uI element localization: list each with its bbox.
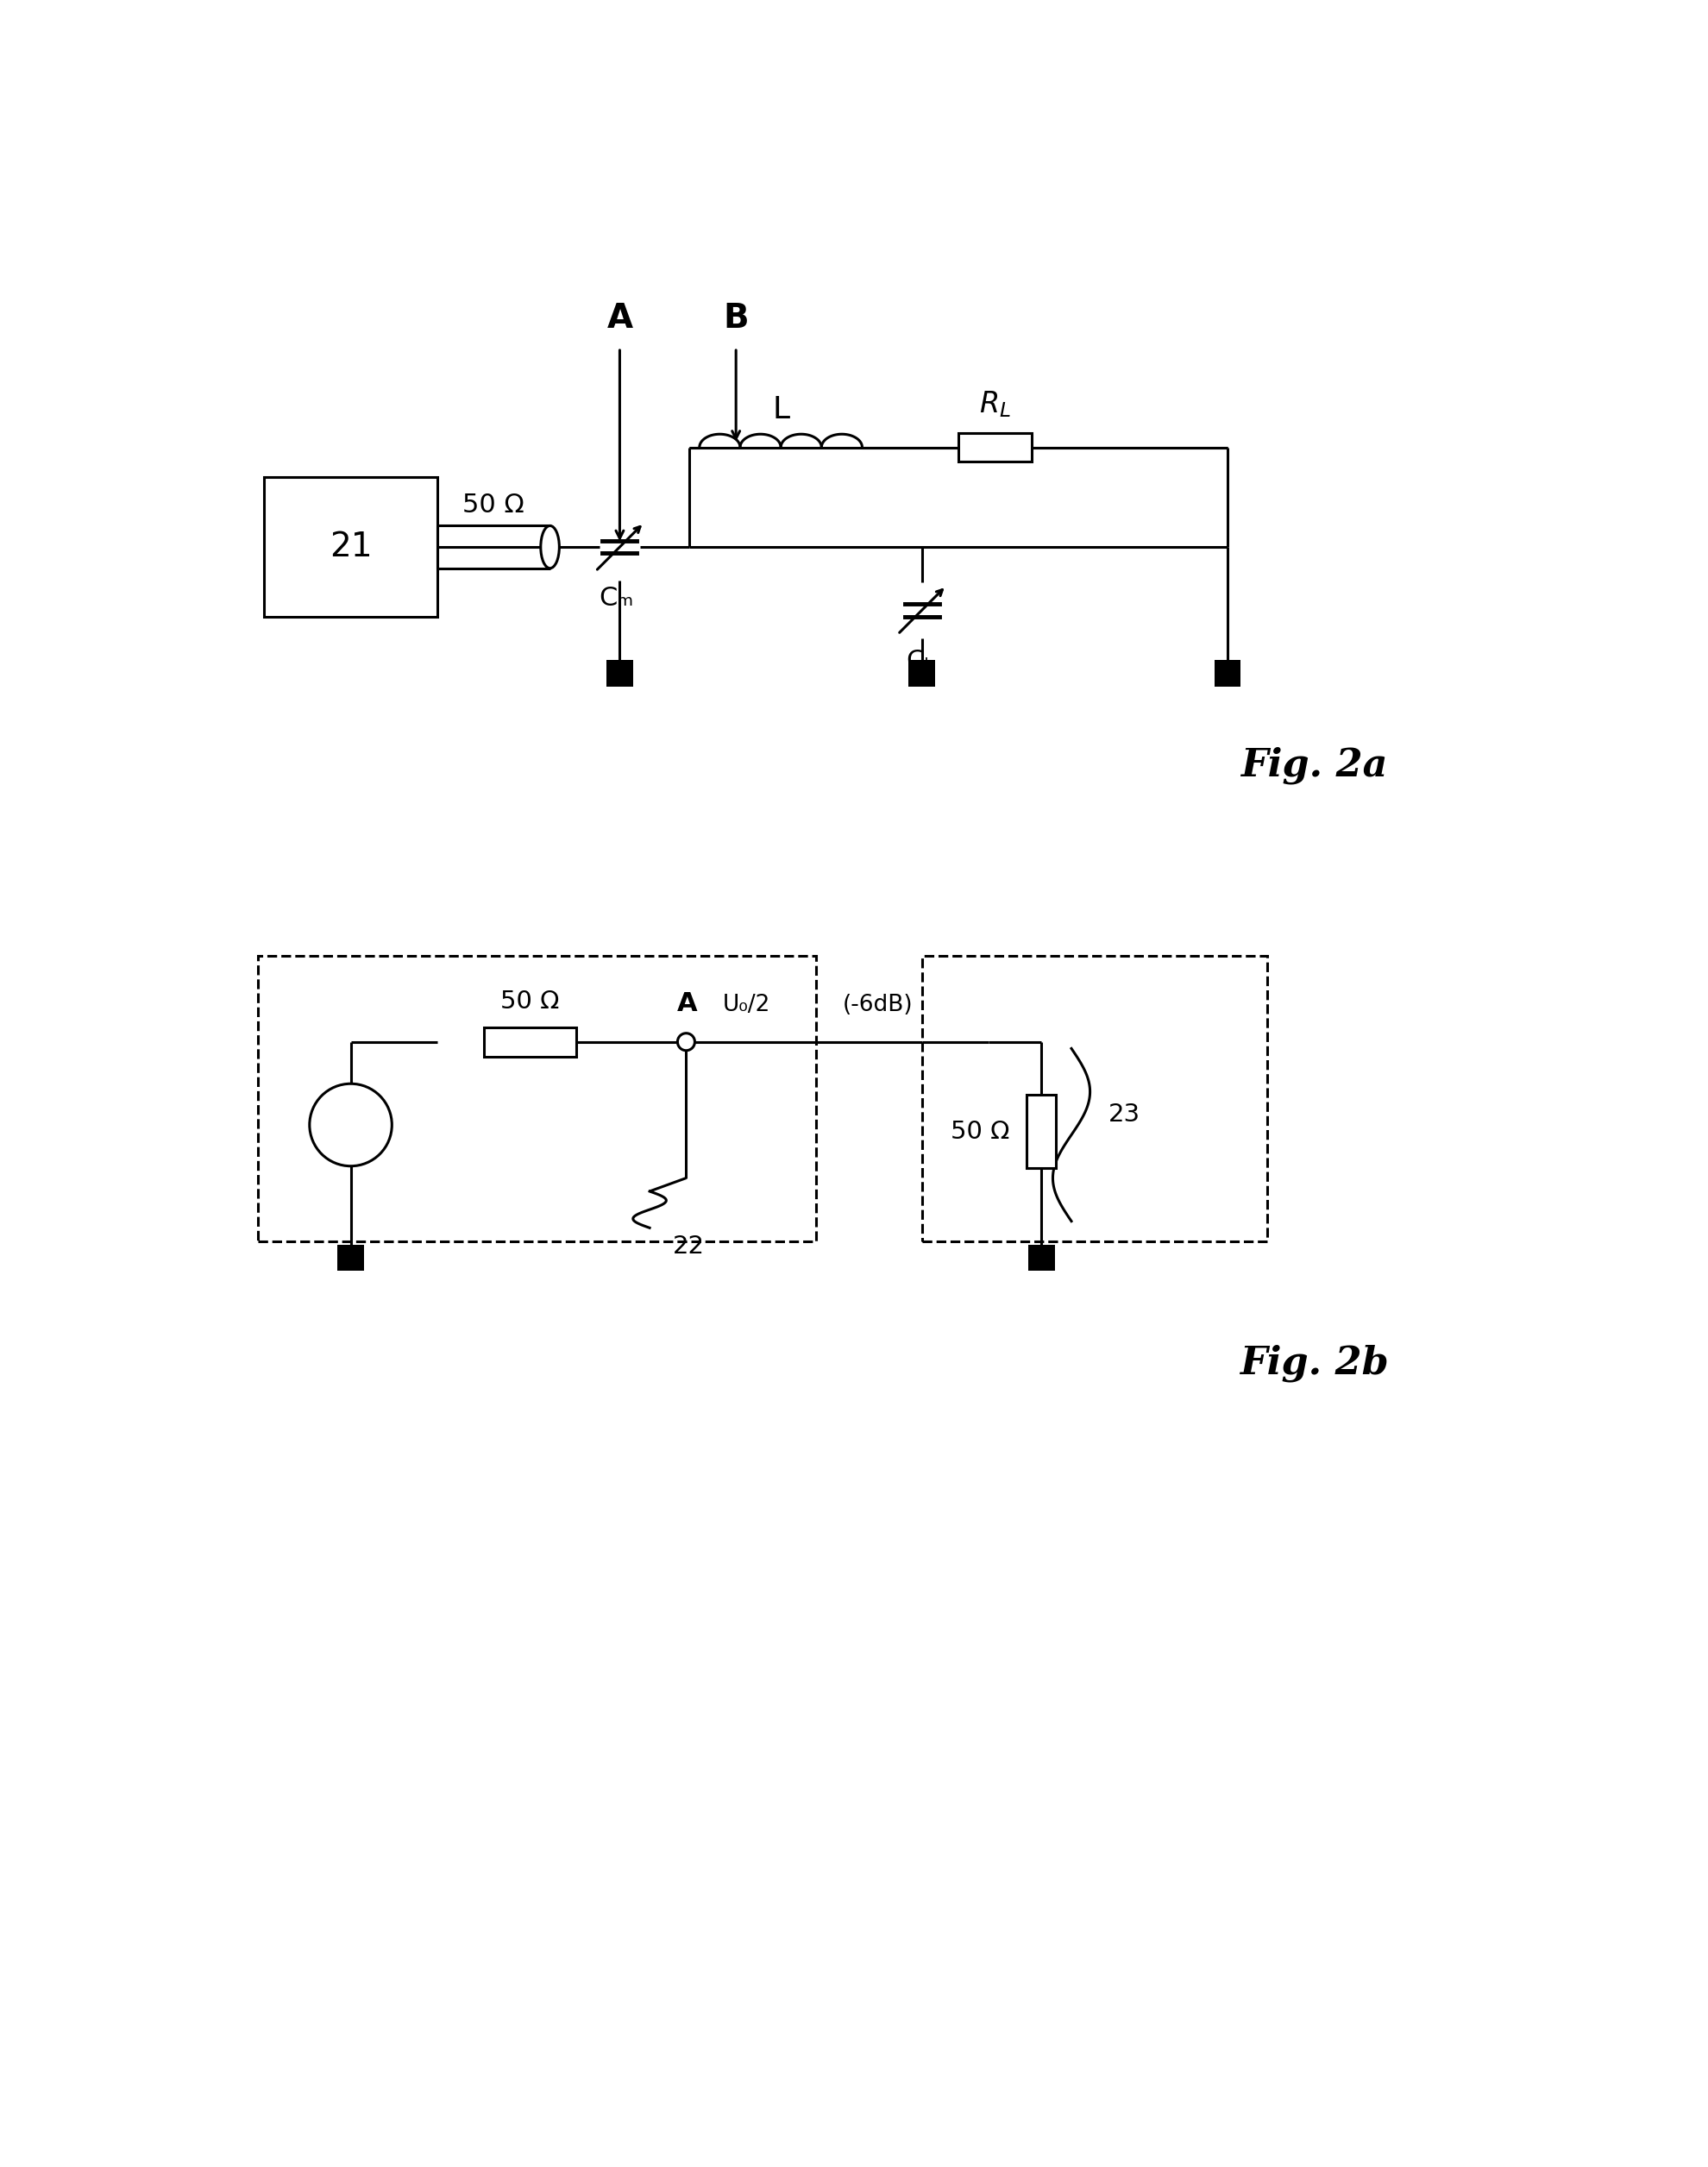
Text: B: B [722,301,748,334]
Text: 50 Ω: 50 Ω [500,990,559,1014]
Text: U₀: U₀ [336,1114,366,1138]
Bar [958,433,1032,462]
Text: 50 Ω: 50 Ω [950,1120,1009,1144]
Text: A: A [676,992,697,1016]
Bar [1028,1244,1054,1272]
Bar [483,1027,576,1057]
Bar [336,1244,364,1272]
FancyBboxPatch shape [258,956,815,1242]
Ellipse shape [540,527,559,568]
Bar [1027,1094,1056,1168]
Bar [265,477,437,618]
FancyBboxPatch shape [922,956,1267,1242]
Text: 22: 22 [673,1235,704,1259]
Text: 23: 23 [1107,1103,1139,1127]
Text: Fig. 2a: Fig. 2a [1240,745,1387,784]
Text: 21: 21 [330,531,372,563]
Text: Cₜ: Cₜ [905,648,931,674]
Text: (-6dB): (-6dB) [842,995,912,1016]
Text: L: L [772,394,789,425]
Text: Fig. 2b: Fig. 2b [1238,1344,1387,1383]
Bar [1214,661,1240,687]
Text: Cₘ: Cₘ [600,585,634,611]
Text: A: A [606,301,632,334]
Text: $R_L$: $R_L$ [979,390,1011,420]
Bar [606,661,632,687]
Text: 50 Ω: 50 Ω [463,492,524,518]
Bar [909,661,934,687]
Circle shape [309,1084,391,1166]
Text: U₀/2: U₀/2 [722,995,770,1016]
Circle shape [676,1034,695,1051]
